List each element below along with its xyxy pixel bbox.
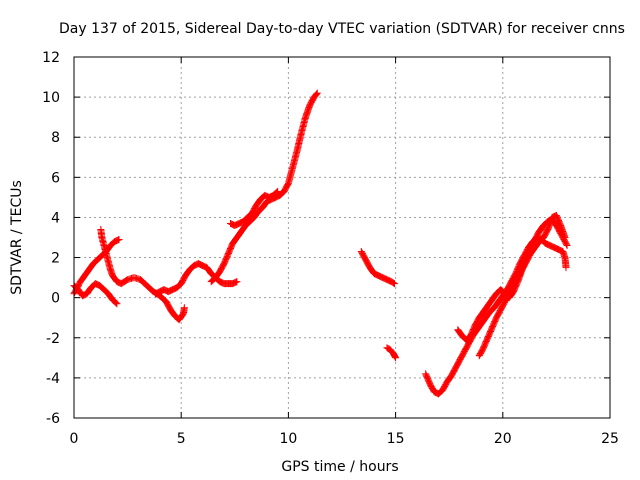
- x-tick-label: 10: [279, 431, 297, 447]
- x-tick-label: 0: [70, 431, 79, 447]
- data-markers: [207, 89, 321, 286]
- data-markers: [227, 187, 282, 229]
- y-tick-label: 12: [42, 50, 60, 66]
- series-segment-6: [227, 187, 282, 229]
- y-tick-label: -4: [46, 371, 60, 387]
- x-tick-label: 15: [387, 431, 405, 447]
- y-tick-label: 6: [51, 170, 60, 186]
- y-tick-label: -6: [46, 411, 60, 427]
- series-segment-4: [152, 260, 241, 298]
- y-tick-label: 10: [42, 90, 60, 106]
- series-segment-7: [357, 248, 398, 288]
- data-markers: [383, 344, 400, 362]
- y-tick-label: 4: [51, 210, 60, 226]
- x-tick-label: 20: [494, 431, 512, 447]
- y-tick-label: -2: [46, 331, 60, 347]
- plot-frame: [73, 56, 611, 419]
- data-markers: [97, 226, 188, 324]
- series-segment-8: [383, 344, 400, 362]
- data-markers: [475, 211, 569, 360]
- x-axis-label: GPS time / hours: [281, 459, 398, 475]
- x-tick-label: 5: [177, 431, 186, 447]
- grid-lines: [74, 57, 610, 418]
- chart-title: Day 137 of 2015, Sidereal Day-to-day VTE…: [59, 21, 625, 37]
- y-axis-label: SDTVAR / TECUs: [9, 180, 25, 295]
- series-segment-5: [207, 89, 321, 286]
- data-markers: [152, 260, 241, 298]
- x-tick-label: 25: [601, 431, 619, 447]
- series-segment-11: [475, 211, 569, 360]
- series-segment-2: [70, 236, 123, 298]
- y-tick-label: 8: [51, 130, 60, 146]
- data-points: [70, 89, 571, 398]
- y-tick-label: 2: [51, 251, 60, 267]
- data-markers: [357, 248, 398, 288]
- data-markers: [70, 236, 123, 298]
- y-tick-label: 0: [51, 291, 60, 307]
- series-segment-3: [97, 226, 188, 324]
